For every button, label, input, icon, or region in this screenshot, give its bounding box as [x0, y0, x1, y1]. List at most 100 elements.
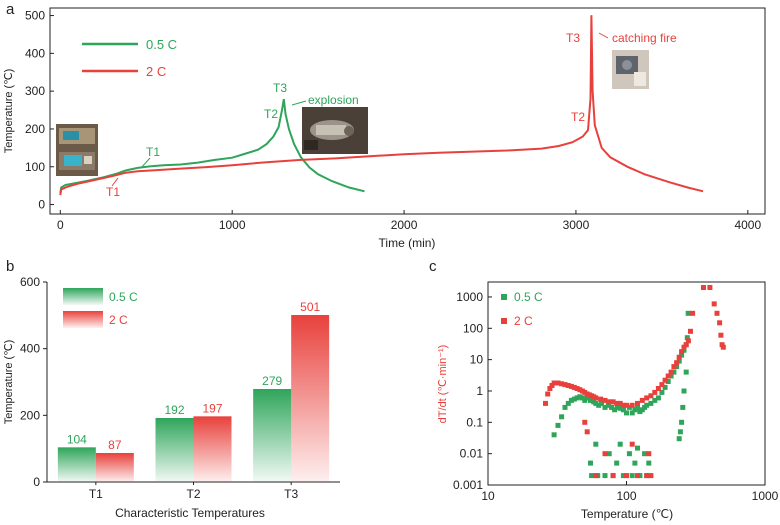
legend-label-2c: 2 C [146, 64, 166, 79]
point-0p5c [681, 388, 687, 394]
panel-a-xtick-label: 0 [57, 218, 64, 232]
point-2c [617, 400, 623, 406]
point-0p5c [589, 473, 595, 479]
point-2c [577, 387, 583, 393]
annotation-t3-red: T3 [566, 31, 580, 45]
annotation-t1-green: T1 [146, 145, 160, 159]
bar-value-label: 192 [164, 403, 184, 417]
legend-label-0p5c: 0.5 C [514, 290, 543, 304]
point-0p5c [655, 395, 661, 401]
point-0p5c [620, 473, 626, 479]
panel-c-frame [487, 281, 766, 486]
point-0p5c [677, 429, 683, 435]
point-2c [559, 381, 565, 387]
panel-c-ytick-label: 0.01 [460, 447, 484, 461]
panel-b-xtick-label: T1 [89, 487, 103, 501]
point-2c [671, 364, 677, 370]
point-2c [555, 380, 561, 386]
point-0p5c [599, 400, 604, 406]
point-0p5c [562, 404, 568, 410]
explosion-photo [302, 107, 368, 154]
point-0p5c [574, 395, 580, 401]
annotation-arrow-t1-green [140, 157, 151, 169]
panel-c-ytick-label: 1 [476, 384, 483, 398]
bar-t2-0p5c [155, 418, 194, 482]
panel-a-xtick-label: 3000 [563, 218, 590, 232]
legend-marker-0p5c [501, 294, 507, 300]
legend-swatch-2c [63, 311, 103, 328]
panel-label-b: b [6, 258, 14, 275]
point-0p5c [612, 407, 618, 413]
point-2c [610, 399, 616, 405]
point-0p5c [662, 384, 668, 390]
point-2c [683, 342, 689, 348]
point-0p5c [584, 395, 590, 401]
bar-t3-2c [291, 315, 330, 482]
point-0p5c [644, 402, 650, 408]
panel-b-ytick-label: 400 [20, 342, 40, 356]
point-2c [635, 473, 640, 479]
fire-photo [612, 50, 649, 89]
point-0p5c [659, 389, 665, 395]
panel-a-xtick-label: 2000 [391, 218, 418, 232]
point-0p5c [617, 441, 623, 447]
point-2c [648, 393, 654, 399]
panel-label-a: a [6, 1, 15, 18]
point-0p5c [648, 400, 654, 406]
cell-photo [56, 124, 98, 176]
point-0p5c [674, 364, 680, 370]
point-0p5c [565, 400, 571, 406]
point-0p5c [629, 410, 635, 416]
point-2c [574, 386, 580, 391]
annotation-catching-fire: catching fire [612, 31, 677, 45]
legend-swatch-0p5c [63, 288, 103, 305]
point-0p5c [632, 460, 638, 466]
panel-c-ytick-label: 0.1 [466, 415, 483, 429]
point-2c [668, 369, 674, 375]
point-0p5c [676, 436, 682, 442]
point-2c [676, 354, 682, 360]
point-0p5c [588, 397, 593, 403]
legend-marker-2c [501, 318, 507, 324]
point-0p5c [635, 445, 640, 451]
point-0p5c [676, 358, 682, 364]
point-0p5c [593, 400, 599, 406]
point-0p5c [680, 404, 686, 410]
panel-b-axes: 0 200 400 600 T1 T2 T3 [20, 275, 299, 501]
annotation-t3-green: T3 [273, 81, 287, 95]
point-2c [593, 395, 599, 401]
legend-label-0p5c: 0.5 C [109, 290, 138, 304]
annotation-arrow-t1-red [111, 177, 119, 187]
point-0p5c [665, 379, 671, 384]
point-0p5c [606, 451, 612, 457]
bar-t2-2c [193, 416, 232, 482]
panel-c-xtick-label: 10 [481, 489, 495, 503]
panel-a-ytick-label: 100 [25, 160, 45, 174]
panel-c-ytick-label: 100 [463, 321, 483, 335]
panel-a-ytick-label: 0 [38, 198, 45, 212]
panel-a: a 0 1000 2000 3000 4000 0 100 200 300 400 500 Time… [3, 1, 766, 250]
point-0p5c [551, 432, 557, 438]
point-2c [610, 473, 616, 479]
point-0p5c [652, 397, 658, 403]
point-2c [593, 473, 599, 479]
point-0p5c [614, 404, 620, 410]
panel-c-ylabel: dT/dt (℃·min⁻¹) [437, 345, 449, 424]
point-2c [635, 400, 640, 406]
bar-t1-2c [95, 453, 134, 482]
annotation-t2-green: T2 [264, 107, 278, 121]
annotation-t2-red: T2 [571, 110, 585, 124]
point-0p5c [671, 369, 677, 375]
point-0p5c [683, 369, 689, 375]
point-0p5c [685, 310, 691, 316]
point-2c [679, 349, 685, 355]
panel-a-frame [49, 7, 766, 215]
point-2c [662, 377, 668, 383]
bar-value-label: 279 [262, 374, 282, 388]
point-2c [639, 397, 645, 403]
point-2c [620, 402, 626, 408]
point-0p5c [614, 460, 620, 466]
point-2c [565, 383, 571, 388]
panel-c-xlabel: Temperature (℃) [581, 507, 673, 521]
